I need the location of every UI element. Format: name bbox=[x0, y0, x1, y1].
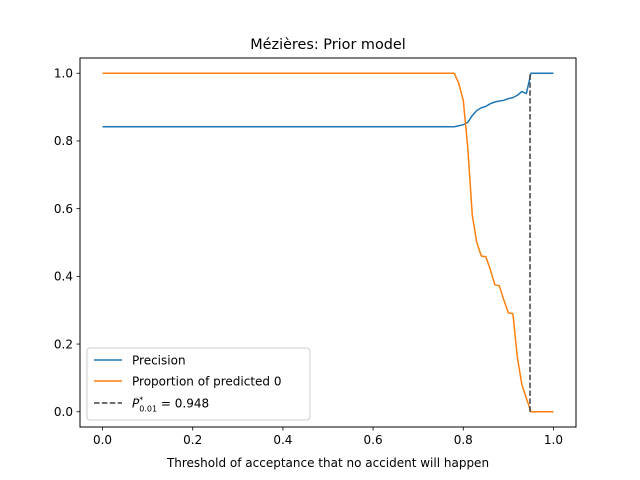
plot-area bbox=[102, 72, 554, 413]
legend-precision-label: Precision bbox=[132, 354, 186, 368]
y-tick-label: 0.8 bbox=[54, 134, 73, 148]
y-tick-label: 0.6 bbox=[54, 202, 73, 216]
y-tick-label: 0.4 bbox=[54, 270, 73, 284]
y-tick-label: 1.0 bbox=[54, 67, 73, 81]
series-line-proportion-of-predicted-0 bbox=[102, 72, 554, 413]
y-tick-label: 0.2 bbox=[54, 337, 73, 351]
x-tick-label: 0.4 bbox=[273, 433, 292, 447]
legend-threshold-sub: 0.01 bbox=[139, 405, 157, 414]
legend-threshold-suffix: = 0.948 bbox=[157, 397, 209, 411]
axes-frame bbox=[79, 57, 577, 428]
legend-threshold-symbol: P bbox=[132, 397, 140, 411]
legend-proportion-label: Proportion of predicted 0 bbox=[132, 375, 281, 389]
x-tick-label: 0.6 bbox=[364, 433, 383, 447]
chart-title: Mézières: Prior model bbox=[250, 37, 406, 53]
x-tick-label: 1.0 bbox=[544, 433, 563, 447]
x-tick-label: 0.2 bbox=[183, 433, 202, 447]
y-axis: 0.0 0.2 0.4 0.6 0.8 1.0 bbox=[54, 67, 80, 419]
x-tick-label: 0.8 bbox=[454, 433, 473, 447]
legend: Precision Proportion of predicted 0 P* 0.… bbox=[86, 347, 311, 421]
x-axis-label: Threshold of acceptance that no accident… bbox=[166, 456, 489, 470]
legend-frame bbox=[86, 347, 311, 421]
x-tick-label: 0.0 bbox=[93, 433, 112, 447]
legend-threshold-label: P* 0.01 = 0.948 bbox=[132, 396, 209, 414]
series-line-precision bbox=[102, 72, 554, 128]
x-axis: 0.0 0.2 0.4 0.6 0.8 1.0 bbox=[93, 427, 563, 447]
y-tick-label: 0.0 bbox=[54, 405, 73, 419]
legend-threshold-sup: * bbox=[139, 396, 143, 405]
